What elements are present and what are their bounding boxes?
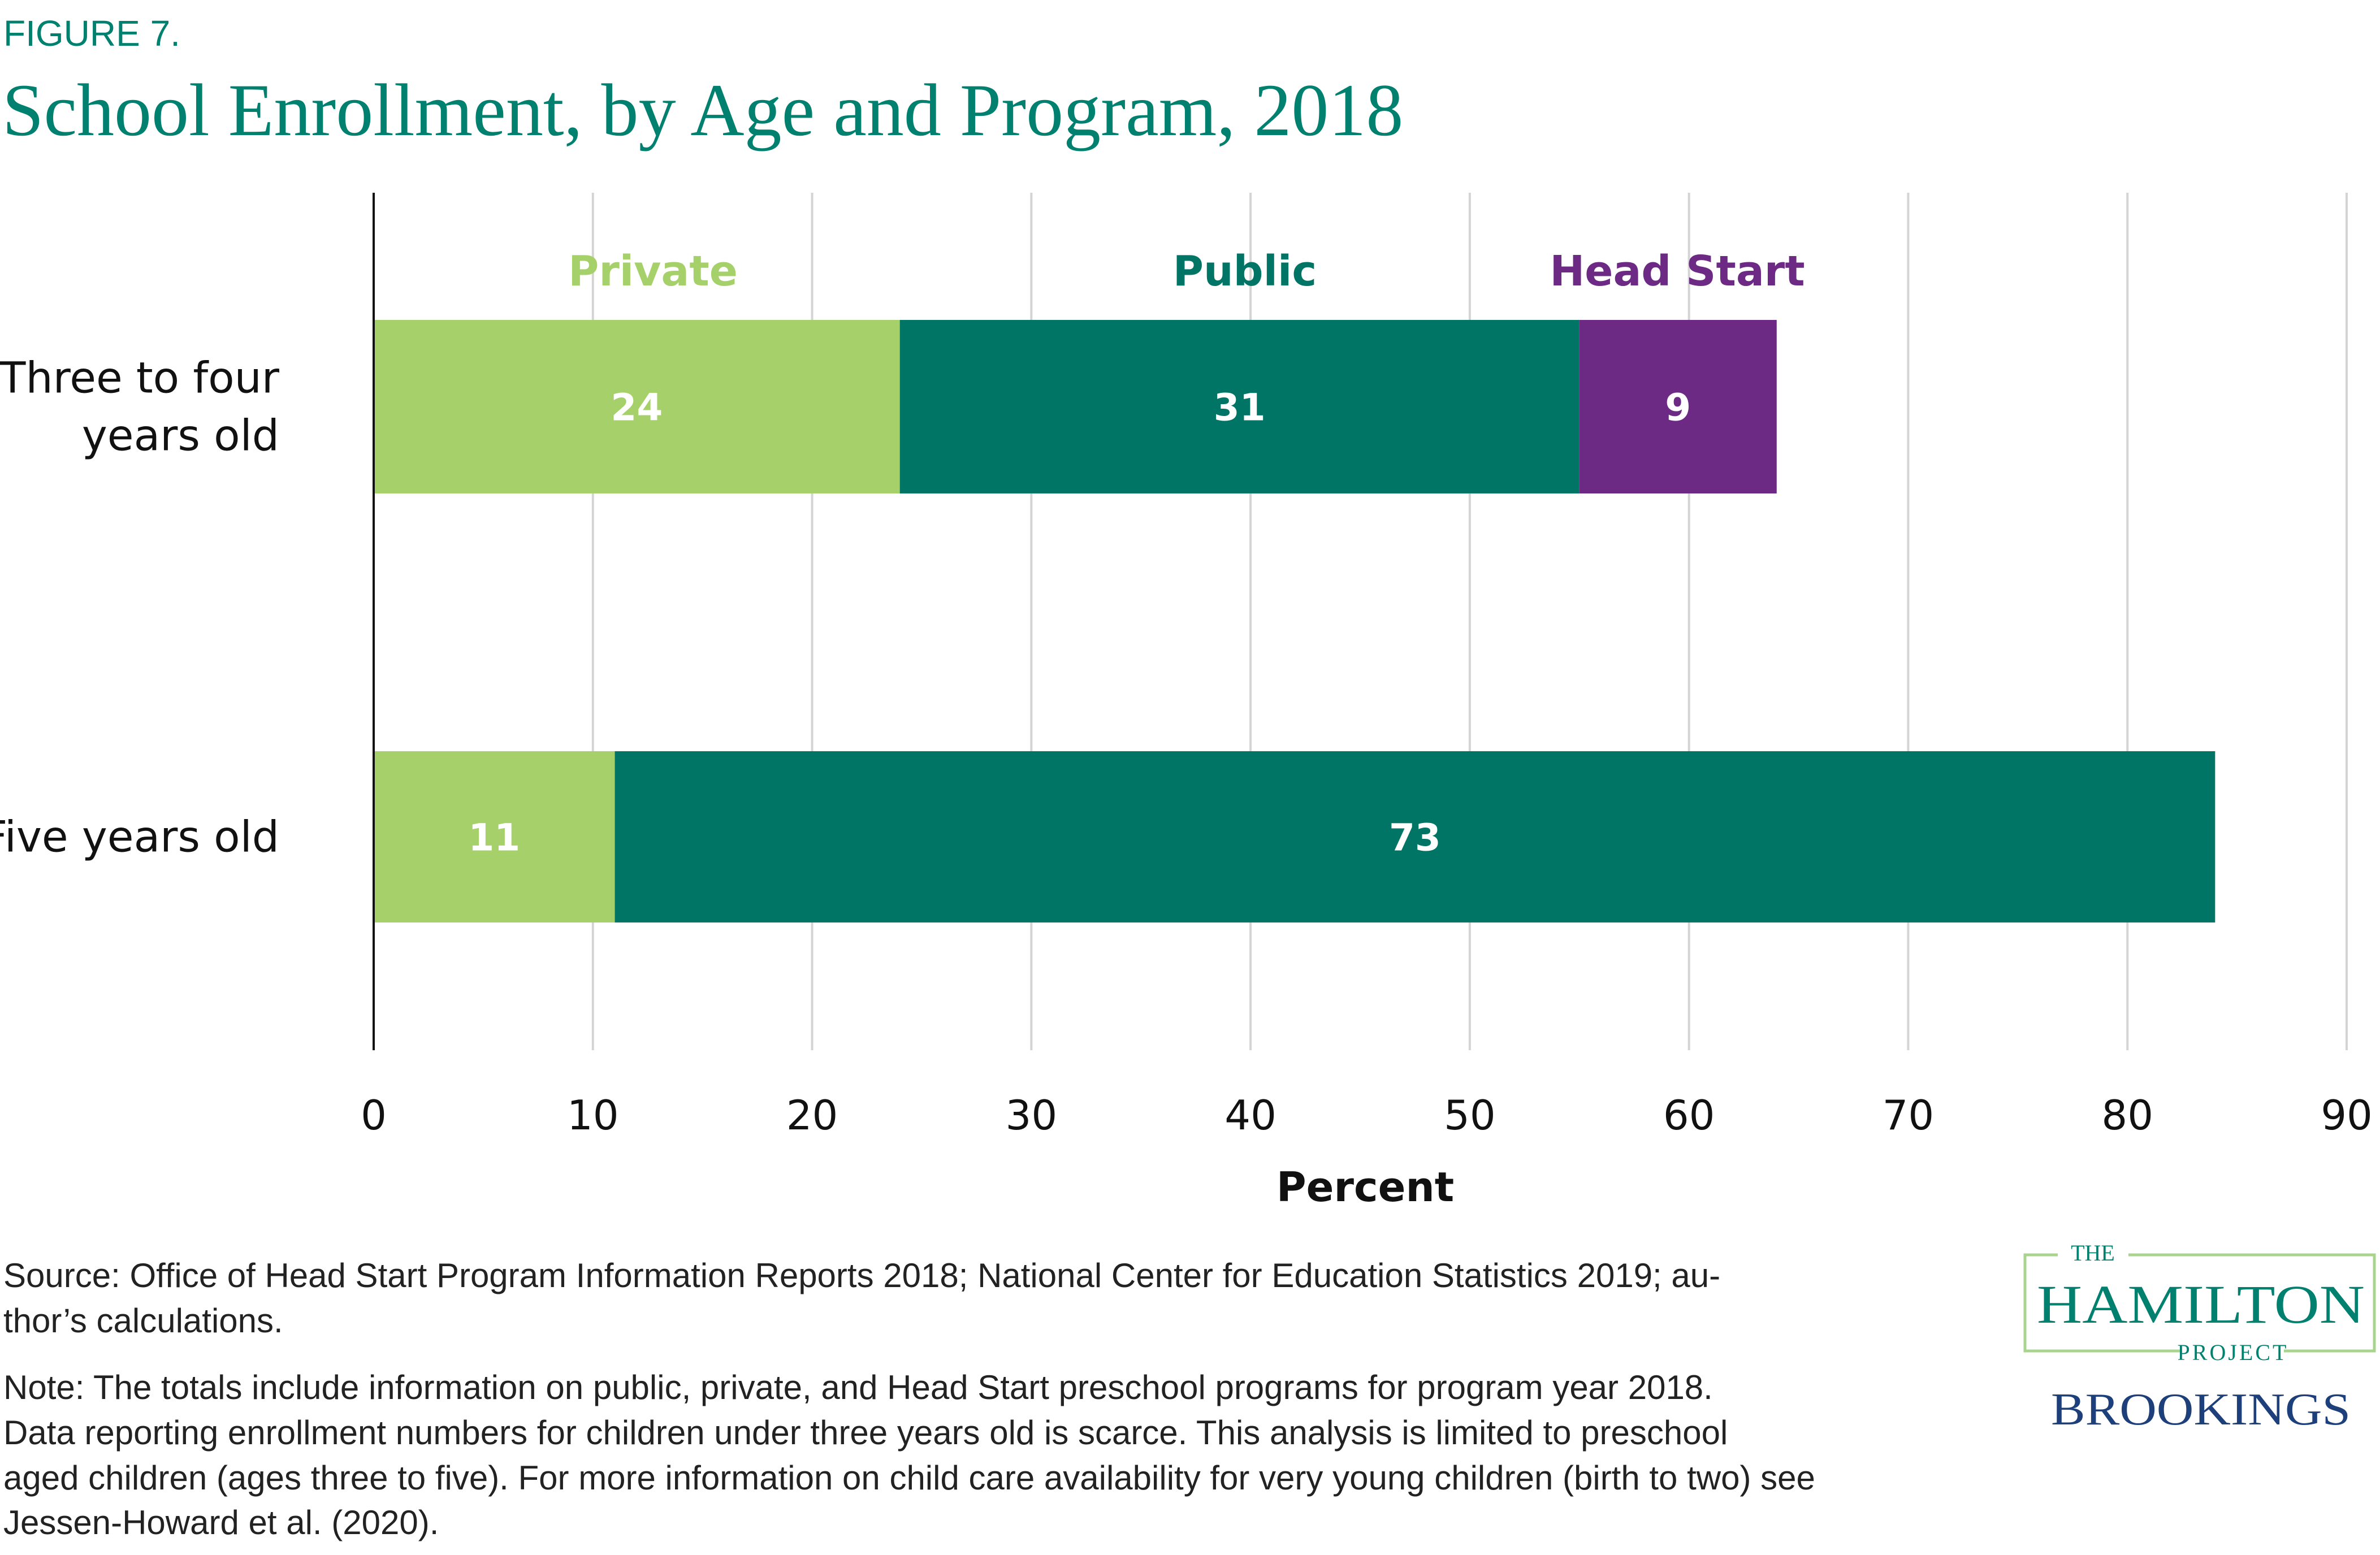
logo-brookings: BROOKINGS (2051, 1385, 2351, 1435)
source-line-2: thor’s calculations. (3, 1302, 283, 1340)
x-tick-label: 60 (1663, 1091, 1715, 1139)
source-line-1: Source: Office of Head Start Program Inf… (3, 1257, 1721, 1294)
data-label: 73 (1389, 816, 1441, 860)
data-label: 11 (468, 816, 520, 860)
note-line-3: aged children (ages three to five). For … (3, 1459, 1815, 1497)
x-tick-label: 40 (1224, 1091, 1276, 1139)
bar-private (374, 320, 900, 493)
data-label: 24 (611, 386, 663, 430)
legend-label-public: Public (1173, 247, 1317, 296)
chart: 24 31 9 11 73 0 10 20 30 40 50 60 70 80 90 Three to f… (0, 193, 2373, 1211)
note-line-4: Jessen-Howard et al. (2020). (3, 1504, 439, 1541)
legend-label-private: Private (568, 247, 738, 296)
bar-head-start (1579, 320, 1777, 493)
bars: 24 31 9 11 73 (374, 320, 2215, 922)
x-tick-label: 0 (361, 1091, 387, 1139)
chart-title: School Enrollment, by Age and Program, 2… (2, 68, 1404, 151)
bar-private (374, 751, 615, 922)
category-label: Five years old (0, 812, 279, 862)
logo-the: THE (2071, 1240, 2115, 1266)
data-label: 31 (1214, 386, 1266, 430)
figure-label: FIGURE 7. (3, 13, 180, 54)
data-label: 9 (1665, 386, 1691, 430)
bar-public (899, 320, 1580, 493)
legend-label-head-start: Head Start (1550, 247, 1805, 296)
x-tick-label: 20 (786, 1091, 838, 1139)
bar-public (615, 751, 2215, 922)
x-tick-label: 90 (2321, 1091, 2373, 1139)
category-label: years old (82, 410, 279, 461)
x-tick-label: 10 (567, 1091, 619, 1139)
x-tick-label: 30 (1006, 1091, 1058, 1139)
x-tick-label: 70 (1883, 1091, 1935, 1139)
category-labels: Three to four years old Five years old (0, 353, 280, 862)
category-label: Three to four (0, 353, 280, 403)
x-tick-label: 80 (2101, 1091, 2153, 1139)
note-line-1: Note: The totals include information on … (3, 1368, 1713, 1406)
x-tick-label: 50 (1444, 1091, 1496, 1139)
x-axis-label: Percent (1276, 1163, 1454, 1211)
hamilton-brookings-logo: THE HAMILTON PROJECT BROOKINGS (2023, 1240, 2376, 1435)
legend: Private Public Head Start (568, 247, 1805, 296)
x-tick-labels: 0 10 20 30 40 50 60 70 80 90 (361, 1091, 2373, 1139)
logo-project: PROJECT (2178, 1340, 2289, 1365)
note-line-2: Data reporting enrollment numbers for ch… (3, 1414, 1728, 1452)
logo-hamilton: HAMILTON (2037, 1274, 2365, 1335)
